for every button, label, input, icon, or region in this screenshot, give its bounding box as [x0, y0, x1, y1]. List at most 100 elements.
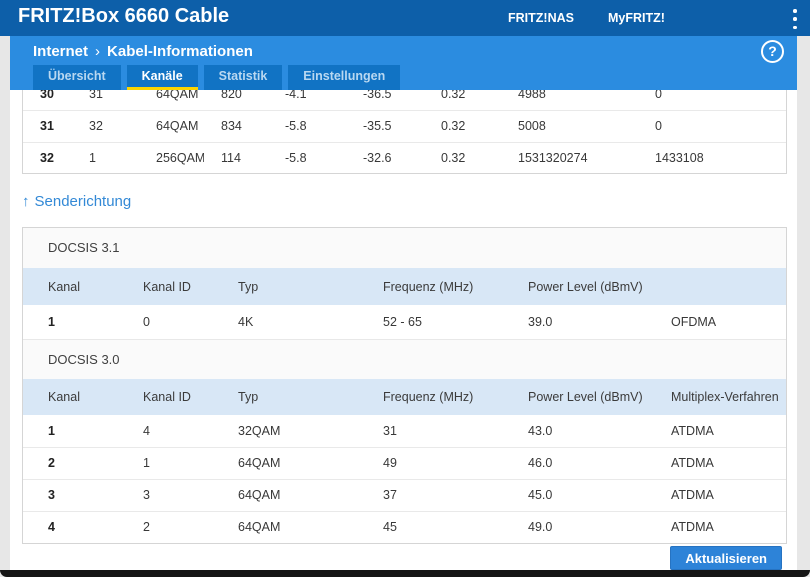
- table-cell: 1: [48, 423, 55, 438]
- table-cell: ATDMA: [671, 423, 714, 438]
- table-cell: 2: [143, 520, 150, 535]
- page-title: Kabel-Informationen: [107, 43, 253, 60]
- upstream-heading-label: Senderichtung: [34, 193, 132, 210]
- column-header: Typ: [238, 390, 259, 404]
- table-row: 30 31 64QAM 820 -4.1 -36.5 0.32 4988 0: [23, 90, 786, 110]
- table-cell: 256QAM: [156, 151, 204, 166]
- kebab-menu-icon[interactable]: [789, 9, 801, 29]
- table-cell: 64QAM: [156, 119, 199, 133]
- table-cell: 49: [383, 456, 397, 470]
- docsis31-section-title: DOCSIS 3.1: [23, 228, 786, 268]
- table-cell: 0: [655, 90, 662, 101]
- table-cell: -32.6: [363, 151, 392, 166]
- table-cell: 0: [143, 315, 150, 329]
- docsis30-table: Kanal Kanal ID Typ Frequenz (MHz) Power Leve…: [23, 379, 786, 543]
- table-cell: 46.0: [528, 456, 553, 470]
- up-arrow-icon: ↑: [22, 193, 30, 210]
- column-header: Frequenz (MHz): [383, 279, 474, 294]
- table-cell: 834: [221, 119, 242, 133]
- upstream-channels-box: DOCSIS 3.1 Kanal Kanal ID Typ Frequenz (MHz…: [22, 227, 787, 544]
- table-cell: 31: [40, 119, 54, 133]
- column-header: Kanal ID: [143, 390, 191, 404]
- table-cell: 31: [89, 90, 103, 101]
- help-icon[interactable]: ?: [761, 40, 784, 63]
- table-cell: 52 - 65: [383, 315, 422, 329]
- column-header: Frequenz (MHz): [383, 390, 474, 404]
- receive-channels-table: 30 31 64QAM 820 -4.1 -36.5 0.32 4988 0 31 32 64QAM 8…: [22, 90, 787, 174]
- table-cell: 32: [89, 119, 103, 133]
- table-cell: -5.8: [285, 119, 307, 133]
- table-cell: 64QAM: [238, 456, 281, 470]
- table-cell: 3: [143, 488, 150, 502]
- table-cell: 1: [143, 456, 150, 470]
- app-title: FRITZ!Box 6660 Cable: [18, 5, 230, 27]
- table-cell: 0.32: [441, 151, 466, 166]
- myfritz-link[interactable]: MyFRITZ!: [608, 11, 665, 25]
- table-cell: 64QAM: [238, 520, 281, 535]
- column-header: Multiplex-Verfahren: [671, 390, 779, 404]
- table-cell: 49.0: [528, 520, 553, 535]
- table-cell: 32: [40, 151, 54, 166]
- table-cell: 0: [655, 119, 662, 133]
- breadcrumb: Internet › Kabel-Informationen: [33, 43, 253, 60]
- column-header: Kanal: [48, 390, 80, 404]
- table-cell: 4: [143, 423, 150, 438]
- column-header: Power Level (dBmV): [528, 279, 643, 294]
- upstream-heading: ↑ Senderichtung: [22, 193, 131, 210]
- breadcrumb-internet[interactable]: Internet: [33, 43, 89, 60]
- content-panel: 30 31 64QAM 820 -4.1 -36.5 0.32 4988 0 31 32 64QAM 8…: [10, 90, 797, 570]
- table-cell: 2: [48, 456, 55, 470]
- table-cell: 820: [221, 90, 242, 101]
- table-cell: 31: [383, 423, 397, 438]
- breadcrumb-tab-panel: Internet › Kabel-Informationen ? Übersicht…: [10, 36, 797, 90]
- docsis31-table: Kanal Kanal ID Typ Frequenz (MHz) Power Leve…: [23, 268, 786, 339]
- table-cell: 1531320274: [518, 151, 588, 166]
- table-row: 31 32 64QAM 834 -5.8 -35.5 0.32 5008 0: [23, 110, 786, 142]
- table-cell: ATDMA: [671, 520, 714, 535]
- table-cell: 3: [48, 488, 55, 502]
- tab-kanäle[interactable]: Kanäle: [126, 65, 198, 90]
- table-cell: OFDMA: [671, 315, 717, 329]
- bottom-window-edge: [0, 570, 810, 577]
- docsis30-header-row: Kanal Kanal ID Typ Frequenz (MHz) Power Leve…: [23, 379, 786, 415]
- refresh-button[interactable]: Aktualisieren: [670, 546, 782, 570]
- column-header: Kanal ID: [143, 279, 191, 294]
- table-cell: -36.5: [363, 90, 392, 101]
- column-header: [646, 268, 786, 305]
- column-header: Power Level (dBmV): [528, 390, 643, 404]
- table-cell: -4.1: [285, 90, 307, 101]
- tab-übersicht[interactable]: Übersicht: [33, 65, 121, 90]
- column-header: Typ: [238, 279, 259, 294]
- docsis31-header-row: Kanal Kanal ID Typ Frequenz (MHz) Power Leve…: [23, 268, 786, 305]
- top-header-bar: FRITZ!Box 6660 Cable FRITZ!NAS MyFRITZ!: [0, 0, 810, 36]
- table-cell: 37: [383, 488, 397, 502]
- table-cell: 64QAM: [156, 90, 199, 101]
- table-cell: 0.32: [441, 119, 466, 133]
- table-cell: 30: [40, 90, 54, 101]
- breadcrumb-separator: ›: [95, 43, 101, 60]
- table-cell: 4K: [238, 315, 254, 329]
- table-cell: -5.8: [285, 151, 307, 166]
- table-cell: 43.0: [528, 423, 553, 438]
- column-header: Kanal: [48, 279, 80, 294]
- fritznas-link[interactable]: FRITZ!NAS: [508, 11, 574, 25]
- tab-statistik[interactable]: Statistik: [203, 65, 283, 90]
- table-cell: 39.0: [528, 315, 553, 329]
- table-cell: 4988: [518, 90, 546, 101]
- docsis30-section-title: DOCSIS 3.0: [23, 339, 786, 379]
- table-row: 2 1 64QAM 49 46.0 ATDMA: [23, 447, 786, 479]
- table-cell: ATDMA: [671, 456, 714, 470]
- tab-einstellungen[interactable]: Einstellungen: [288, 65, 401, 90]
- table-cell: 0.32: [441, 90, 466, 101]
- table-cell: 5008: [518, 119, 546, 133]
- table-cell: 1433108: [655, 151, 704, 166]
- table-cell: 1: [89, 151, 96, 166]
- table-cell: -35.5: [363, 119, 392, 133]
- table-row: 1 4 32QAM 31 43.0 ATDMA: [23, 415, 786, 447]
- table-row: 32 1 256QAM 114 -5.8 -32.6 0.32 1531320274 14331…: [23, 142, 786, 173]
- table-row: 3 3 64QAM 37 45.0 ATDMA: [23, 479, 786, 511]
- tab-bar: Übersicht Kanäle Statistik Einstellungen: [33, 65, 401, 90]
- table-cell: 1: [48, 315, 55, 329]
- table-cell: 114: [221, 151, 241, 166]
- table-row: 1 0 4K 52 - 65 39.0 OFDMA: [23, 305, 786, 339]
